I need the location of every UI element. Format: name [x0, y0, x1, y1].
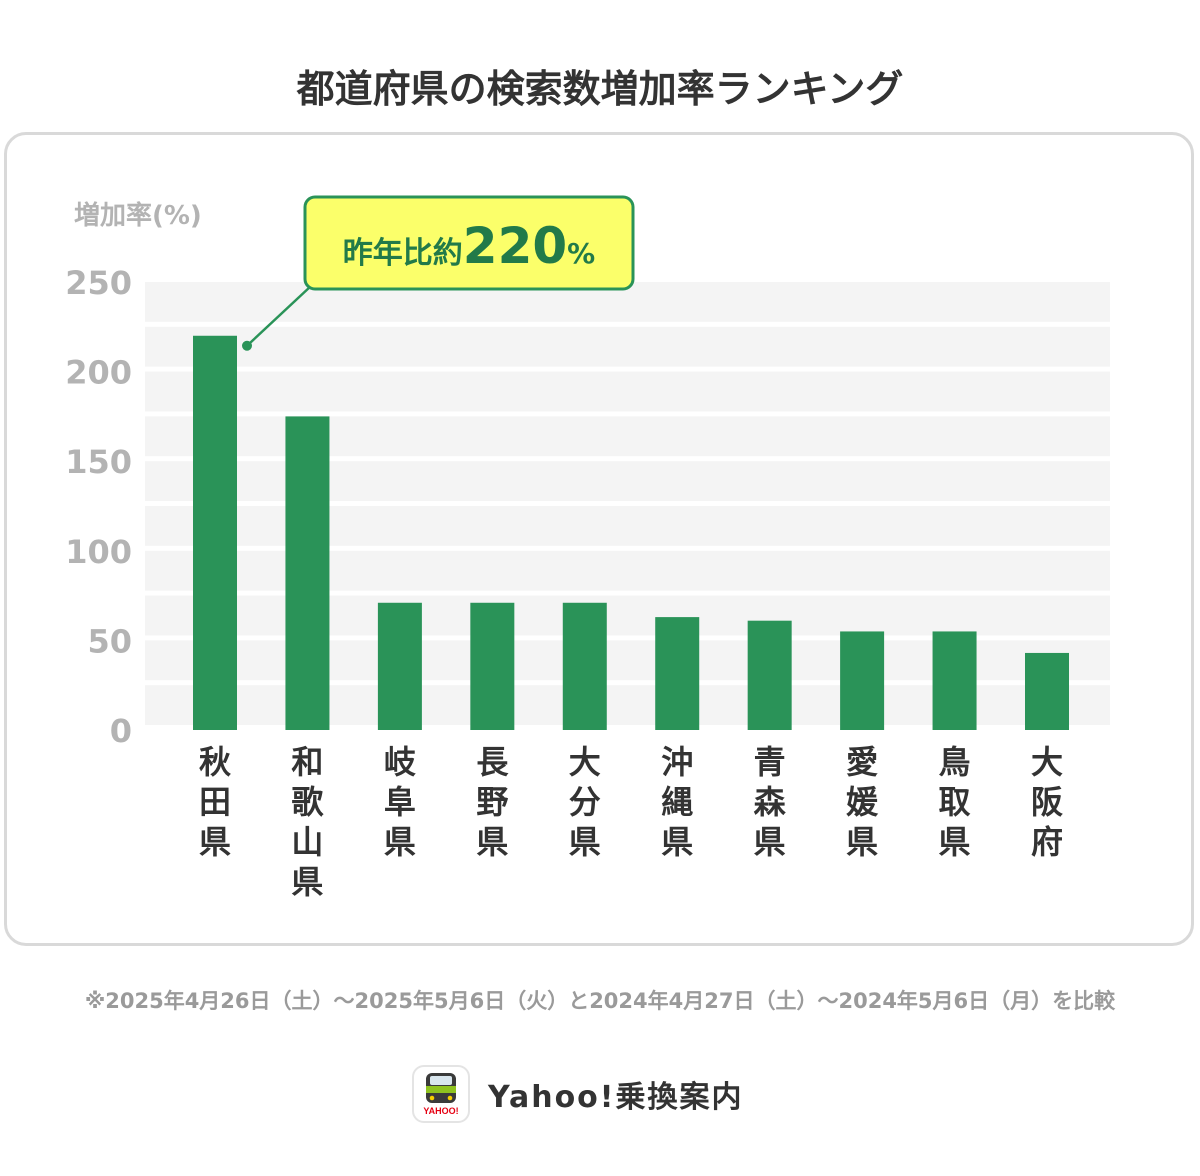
brand-name: Yahoo!乗換案内: [488, 1080, 744, 1115]
y-tick-label: 150: [65, 443, 132, 481]
annotation-callout: 昨年比約220%: [242, 195, 635, 351]
x-tick-label: 大分県: [569, 743, 601, 861]
comparison-footnote: ※2025年4月26日（土）～2025年5月6日（火）と2024年4月27日（土…: [84, 989, 1116, 1013]
y-tick-label: 200: [65, 354, 132, 392]
bar: [655, 617, 700, 730]
callout-box: [303, 195, 635, 291]
x-tick-label: 大阪府: [1031, 743, 1063, 861]
train-icon: YAHOO!: [423, 1073, 459, 1116]
x-tick-label: 鳥取県: [939, 743, 971, 861]
x-tick-label: 愛媛県: [846, 743, 879, 861]
x-tick-label: 秋田県: [199, 743, 231, 861]
x-axis-labels: 秋田県 和歌山県 岐阜県 長野県 大分県 沖縄県 青森県 愛媛県 鳥取県 大阪府: [199, 743, 1063, 901]
bar: [1025, 652, 1069, 730]
grid-band: [145, 371, 1110, 412]
app-icon-logo-text: YAHOO!: [423, 1106, 458, 1116]
y-tick-label: 50: [87, 622, 132, 660]
callout-pointer-dot: [242, 340, 252, 351]
bar: [377, 602, 422, 730]
x-tick-label: 沖縄県: [661, 743, 693, 861]
bar: [285, 416, 330, 730]
bar: [932, 631, 977, 730]
bar: [840, 631, 885, 730]
grid-band: [145, 326, 1110, 367]
x-tick-label: 岐阜県: [384, 743, 416, 861]
callout-text: 昨年比約220%: [343, 217, 595, 275]
y-tick-label: 100: [65, 533, 132, 571]
y-axis-ticks: 0 50 100 150 200 250: [65, 264, 132, 750]
callout-value: 220: [463, 217, 567, 275]
y-tick-label: 250: [65, 264, 132, 302]
x-tick-label: 長野県: [476, 743, 509, 861]
bar: [470, 602, 515, 730]
bar-chart: 増加率(%) 0 50 100 150 200 250 秋田県 和歌山県 岐阜県 長野県 大分県 沖…: [65, 195, 1110, 901]
bar: [193, 335, 237, 730]
callout-prefix: 昨年比約: [343, 236, 463, 271]
bar: [747, 620, 792, 730]
x-tick-label: 和歌山県: [291, 743, 324, 901]
y-tick-label: 0: [110, 712, 132, 750]
callout-unit: %: [567, 237, 595, 270]
chart-title: 都道府県の検索数増加率ランキング: [296, 67, 904, 111]
bars: [193, 335, 1069, 730]
bar: [562, 602, 607, 730]
yahoo-transit-app-icon: YAHOO!: [412, 1065, 470, 1123]
brand: YAHOO! Yahoo!乗換案内: [412, 1064, 743, 1124]
callout-pointer-line: [246, 285, 312, 347]
x-tick-label: 青森県: [754, 743, 787, 861]
y-axis-label: 増加率(%): [74, 200, 202, 231]
